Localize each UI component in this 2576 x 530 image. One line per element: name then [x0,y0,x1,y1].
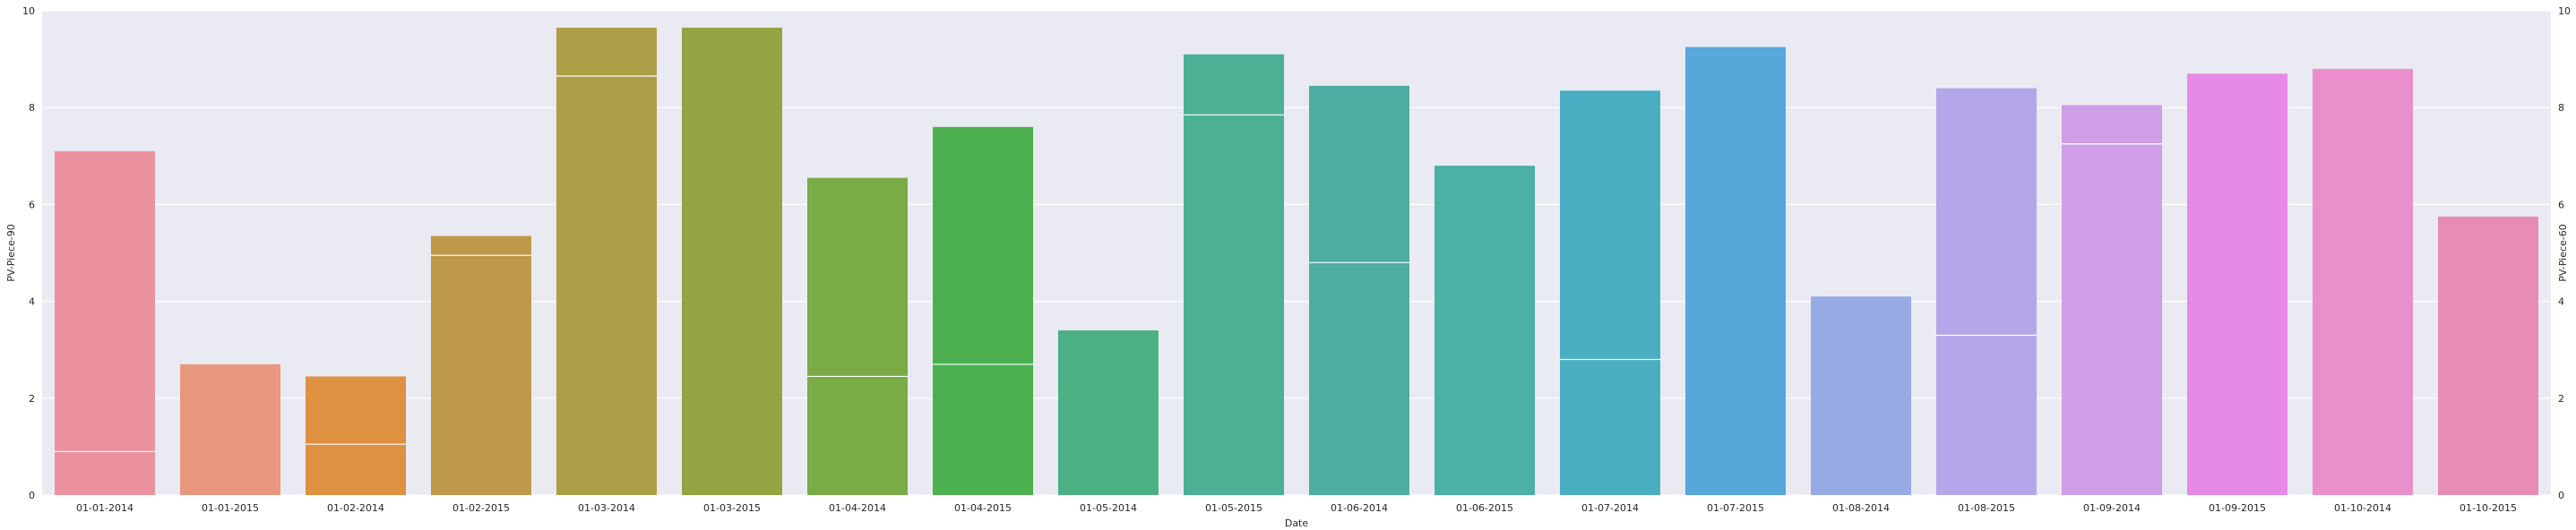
bar [2313,68,2413,496]
x-tick-label: 01-03-2015 [703,502,761,514]
bar [1058,330,1159,495]
x-tick-label: 01-10-2014 [2334,502,2391,514]
y-axis-right-ticks: 0 2 4 6 8 10 [2558,5,2571,501]
x-tick-label: 01-05-2014 [1080,502,1137,514]
bar [933,126,1033,495]
x-tick-label: 01-06-2014 [1331,502,1388,514]
x-tick-label: 01-05-2015 [1205,502,1262,514]
overlay-lines [55,75,2162,452]
bar [306,376,406,495]
x-tick-label: 01-06-2015 [1456,502,1513,514]
bar [1560,90,1660,495]
x-tick-label: 01-03-2014 [578,502,635,514]
y-tick-label-left: 2 [29,393,35,405]
y-tick-label-right: 2 [2558,393,2564,405]
y-tick-label-right: 8 [2558,102,2564,114]
bar [431,235,531,495]
bar [2187,73,2287,495]
plot-background [42,11,2551,495]
bar [55,150,155,495]
bar [807,177,908,495]
x-tick-label: 01-09-2015 [2209,502,2266,514]
bar [2062,105,2162,496]
bar [2438,216,2538,496]
y-tick-label-left: 4 [29,296,35,308]
x-tick-label: 01-08-2015 [1958,502,2015,514]
y-tick-label-right: 4 [2558,296,2564,308]
bars [55,27,2538,496]
bar [556,27,657,496]
y-tick-label-right: 6 [2558,199,2564,210]
bar [1811,296,1911,495]
x-tick-label: 01-10-2015 [2460,502,2517,514]
x-axis-label: Date [1285,517,1309,529]
bar [180,363,280,495]
x-tick-label: 01-01-2014 [76,502,134,514]
x-tick-label: 01-02-2014 [327,502,384,514]
bar [1184,54,1284,495]
y-tick-label-left: 10 [22,5,35,17]
y-axis-right-label: PV-Piece-60 [2557,224,2569,281]
x-tick-label: 01-09-2014 [2083,502,2141,514]
x-tick-label: 01-04-2014 [829,502,886,514]
x-tick-label: 01-07-2014 [1581,502,1639,514]
y-tick-label-left: 0 [29,490,35,501]
x-tick-label: 01-01-2015 [202,502,259,514]
bar [682,27,782,496]
y-axis-left-label: PV-Piece-90 [5,224,17,281]
x-axis-ticks: 01-01-2014 01-01-2015 01-02-2014 01-02-2015… [76,502,2517,514]
bar [1936,88,2037,495]
x-tick-label: 01-07-2015 [1707,502,1764,514]
x-tick-label: 01-02-2015 [452,502,510,514]
bar [1434,166,1535,495]
y-axis-left-ticks: 0 2 4 6 8 10 [22,5,35,501]
bar [1309,85,1409,495]
bar [1685,47,1786,495]
y-tick-label-left: 8 [29,102,35,114]
y-tick-label-left: 6 [29,199,35,210]
y-tick-label-right: 0 [2558,490,2564,501]
x-tick-label: 01-08-2014 [1832,502,1890,514]
x-tick-label: 01-04-2015 [954,502,1012,514]
y-tick-label-right: 10 [2558,5,2571,17]
